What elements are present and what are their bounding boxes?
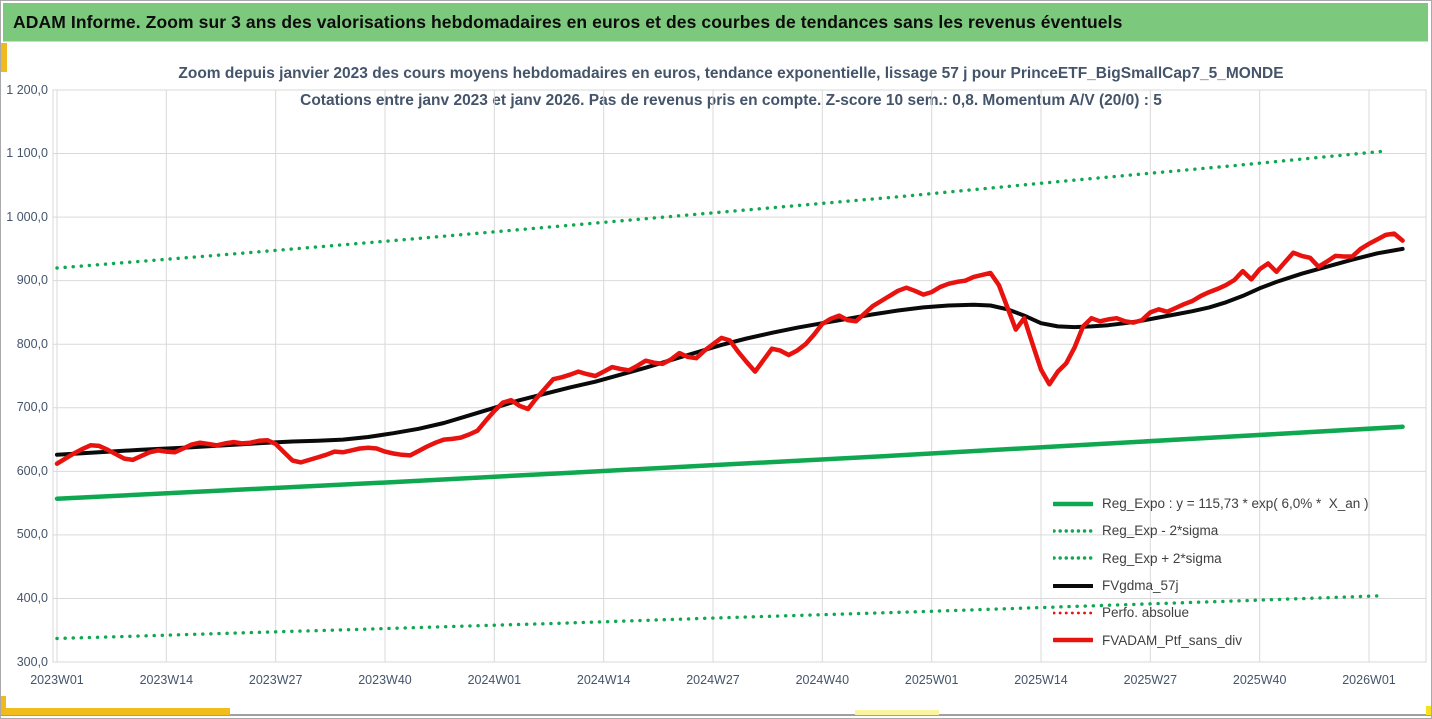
legend-swatch-dotted-line — [1053, 529, 1093, 533]
y-tick-label: 1 100,0 — [6, 146, 48, 161]
legend-item-Perfo_absolue[interactable]: Perfo. absolue — [1053, 599, 1413, 626]
x-tick-label: 2023W14 — [139, 673, 194, 687]
legend-label: Reg_Exp - 2*sigma — [1102, 523, 1219, 539]
legend-item-FVgdma_57j[interactable]: FVgdma_57j — [1053, 572, 1413, 599]
y-tick-label: 400,0 — [16, 590, 48, 605]
legend-item-Reg_Exp_plus_2sigma[interactable]: Reg_Exp + 2*sigma — [1053, 545, 1413, 572]
plot-border — [52, 89, 1427, 663]
y-tick-label: 600,0 — [16, 463, 48, 478]
chart-legend: Reg_Expo : y = 115,73 * exp( 6,0% * X_an… — [1053, 490, 1413, 654]
series-FVADAM_Ptf_sans_div — [54, 231, 1405, 466]
chart-title-line1: Zoom depuis janvier 2023 des cours moyen… — [178, 65, 1284, 82]
chart-title-line2: Cotations entre janv 2023 et janv 2026. … — [300, 92, 1162, 109]
report-header-title: ADAM Informe. Zoom sur 3 ans des valoris… — [13, 11, 1123, 32]
legend-swatch-dotted-line — [1053, 556, 1093, 560]
x-tick-label: 2023W27 — [248, 673, 303, 687]
x-tick-label: 2024W14 — [576, 673, 631, 687]
legend-label: FVgdma_57j — [1102, 578, 1179, 594]
y-tick-label: 500,0 — [16, 527, 48, 542]
legend-item-FVADAM_Ptf_sans_div[interactable]: FVADAM_Ptf_sans_div — [1053, 626, 1413, 653]
series-Reg_Exp_minus_2sigma — [55, 594, 1380, 641]
y-tick-label: 1 200,0 — [6, 82, 48, 97]
series-FVgdma_57j — [55, 246, 1405, 457]
x-tick-label: 2026W01 — [1342, 673, 1396, 687]
footer-gold-left-accent — [1, 696, 6, 715]
footer-divider — [1, 714, 1431, 716]
y-tick-label: 700,0 — [16, 400, 48, 415]
legend-label: FVADAM_Ptf_sans_div — [1102, 632, 1243, 648]
legend-item-Reg_Exp_minus_2sigma[interactable]: Reg_Exp - 2*sigma — [1053, 517, 1413, 544]
x-tick-label: 2023W40 — [358, 673, 412, 687]
series-Reg_Exp_plus_2sigma — [55, 149, 1388, 270]
x-tick-label: 2025W40 — [1232, 673, 1287, 687]
footer-pale-yellow-mark — [855, 710, 939, 715]
x-tick-label: 2024W40 — [795, 673, 850, 687]
legend-swatch-dotted-line — [1053, 611, 1093, 615]
series-Reg_Expo — [54, 424, 1405, 501]
legend-swatch-solid-line — [1053, 637, 1093, 643]
x-tick-label: 2025W01 — [904, 673, 959, 687]
footer-gold-bar — [1, 708, 230, 715]
x-tick-label: 2025W14 — [1014, 673, 1068, 687]
y-tick-label: 300,0 — [16, 654, 48, 669]
legend-label: Reg_Exp + 2*sigma — [1102, 550, 1222, 566]
y-tick-label: 1 000,0 — [6, 209, 48, 224]
x-tick-label: 2024W01 — [467, 673, 522, 687]
series-Perfo_absolue — [55, 232, 1404, 466]
report-header-bar: ADAM Informe. Zoom sur 3 ans des valoris… — [3, 3, 1428, 42]
footer-yellow-right-mark — [1426, 706, 1431, 715]
legend-swatch-solid-line — [1053, 583, 1093, 588]
legend-label: Reg_Expo : y = 115,73 * exp( 6,0% * X_an… — [1102, 496, 1369, 512]
x-tick-label: 2023W01 — [30, 673, 84, 687]
x-tick-label: 2024W27 — [686, 673, 740, 687]
y-tick-label: 900,0 — [16, 273, 48, 288]
legend-swatch-solid-line — [1053, 501, 1093, 506]
legend-item-Reg_Expo[interactable]: Reg_Expo : y = 115,73 * exp( 6,0% * X_an… — [1053, 490, 1413, 517]
legend-label: Perfo. absolue — [1102, 605, 1190, 621]
y-tick-label: 800,0 — [16, 336, 48, 351]
x-tick-label: 2025W27 — [1123, 673, 1178, 687]
gold-accent-top-left — [1, 43, 7, 72]
